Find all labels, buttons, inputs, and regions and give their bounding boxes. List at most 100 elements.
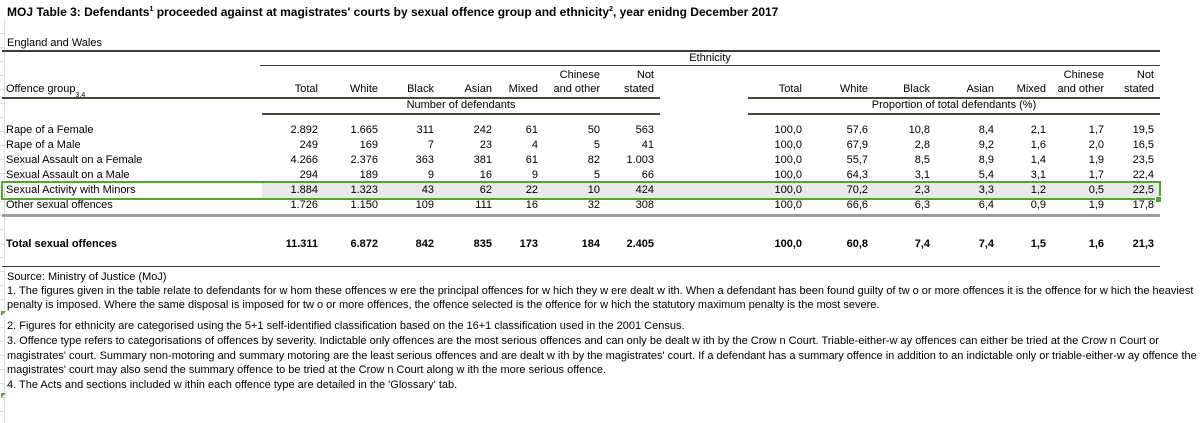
count-cell[interactable]: 1.323 [350,184,378,196]
col-header-white-counts[interactable]: White [349,83,378,95]
count-cell[interactable]: 184 [581,238,600,250]
prop-cell[interactable]: 3,1 [914,169,930,181]
count-cell[interactable]: 22 [525,184,538,196]
offence-label-cell[interactable]: Sexual Assault on a Female [6,154,143,166]
prop-cell[interactable]: 1,4 [1030,154,1046,166]
prop-cell[interactable]: 2,1 [1030,124,1046,136]
prop-cell[interactable]: 66,6 [846,199,868,211]
count-cell[interactable]: 249 [299,139,318,151]
prop-cell[interactable]: 1,5 [1030,238,1046,250]
count-cell[interactable]: 311 [416,124,434,136]
count-cell[interactable]: 1.003 [626,154,654,166]
offence-label-cell[interactable]: Sexual Assault on a Male [6,169,130,181]
col-header-not-stated-counts[interactable]: Not stated [624,69,654,95]
count-cell[interactable]: 32 [587,199,600,211]
count-cell[interactable]: 563 [635,124,654,136]
col-header-black-counts[interactable]: Black [407,83,434,95]
col-header-chinese-other-counts[interactable]: Chinese and other [553,69,600,95]
prop-cell[interactable]: 64,3 [846,169,868,181]
offence-label-cell[interactable]: Other sexual offences [6,199,113,211]
prop-cell[interactable]: 55,7 [846,154,868,166]
prop-cell[interactable]: 21,3 [1132,238,1154,250]
offence-label-cell[interactable]: Sexual Activity with Minors [6,184,136,196]
prop-cell[interactable]: 1,6 [1088,238,1104,250]
prop-cell[interactable]: 1,7 [1088,169,1104,181]
prop-cell[interactable]: 8,9 [978,154,994,166]
prop-cell[interactable]: 60,8 [846,238,868,250]
prop-cell[interactable]: 19,5 [1132,124,1154,136]
prop-cell[interactable]: 3,1 [1030,169,1046,181]
prop-cell[interactable]: 100,0 [774,139,802,151]
count-cell[interactable]: 1.665 [350,124,378,136]
count-cell[interactable]: 294 [299,169,318,181]
cell-selection-border[interactable] [1,181,1161,200]
prop-cell[interactable]: 100,0 [774,238,802,250]
count-cell[interactable]: 111 [475,199,492,211]
offence-label-cell[interactable]: Rape of a Female [6,124,94,136]
prop-cell[interactable]: 22,4 [1132,169,1154,181]
offence-label-cell[interactable]: Rape of a Male [6,139,81,151]
offence-group-header[interactable]: Offence group 3,4 [6,83,86,99]
count-cell[interactable]: 5 [593,169,600,181]
count-cell[interactable]: 4.266 [290,154,318,166]
count-cell[interactable]: 381 [473,154,492,166]
count-cell[interactable]: 173 [519,238,538,250]
prop-cell[interactable]: 1,7 [1088,124,1104,136]
prop-cell[interactable]: 2,3 [914,184,930,196]
count-cell[interactable]: 11.311 [285,238,318,250]
prop-cell[interactable]: 57,6 [846,124,868,136]
count-cell[interactable]: 189 [359,169,378,181]
count-cell[interactable]: 842 [415,238,434,250]
prop-cell[interactable]: 7,4 [914,238,930,250]
count-cell[interactable]: 2.892 [290,124,318,136]
prop-cell[interactable]: 6,4 [978,199,994,211]
count-cell[interactable]: 16 [525,199,538,211]
prop-cell[interactable]: 10,8 [908,124,930,136]
count-cell[interactable]: 242 [473,124,492,136]
prop-cell[interactable]: 100,0 [774,184,802,196]
count-cell[interactable]: 66 [641,169,654,181]
prop-cell[interactable]: 23,5 [1132,154,1154,166]
count-cell[interactable]: 62 [479,184,492,196]
count-cell[interactable]: 7 [427,139,434,151]
prop-cell[interactable]: 22,5 [1132,184,1154,196]
count-cell[interactable]: 61 [525,124,538,136]
prop-cell[interactable]: 2,0 [1088,139,1104,151]
col-header-white-props[interactable]: White [839,83,868,95]
prop-cell[interactable]: 67,9 [846,139,868,151]
prop-cell[interactable]: 16,5 [1132,139,1154,151]
count-cell[interactable]: 1.150 [350,199,378,211]
count-cell[interactable]: 41 [641,139,654,151]
count-cell[interactable]: 5 [593,139,600,151]
selection-fill-handle[interactable] [1155,196,1162,203]
count-cell[interactable]: 109 [415,199,434,211]
prop-cell[interactable]: 2,8 [914,139,930,151]
prop-cell[interactable]: 100,0 [774,199,802,211]
prop-cell[interactable]: 1,6 [1030,139,1046,151]
count-cell[interactable]: 50 [587,124,600,136]
total-label-cell[interactable]: Total sexual offences [6,238,118,250]
count-cell[interactable]: 2.405 [626,238,654,250]
count-cell[interactable]: 424 [635,184,654,196]
count-cell[interactable]: 1.726 [290,199,318,211]
prop-cell[interactable]: 70,2 [846,184,868,196]
prop-cell[interactable]: 100,0 [774,169,802,181]
prop-cell[interactable]: 100,0 [774,154,802,166]
count-cell[interactable]: 16 [479,169,492,181]
count-cell[interactable]: 2.376 [350,154,378,166]
count-cell[interactable]: 9 [427,169,434,181]
count-cell[interactable]: 835 [473,238,492,250]
prop-cell[interactable]: 0,9 [1030,199,1046,211]
count-cell[interactable]: 1.884 [290,184,318,196]
prop-cell[interactable]: 3,3 [978,184,994,196]
count-cell[interactable]: 23 [479,139,492,151]
col-header-total-props[interactable]: Total [778,83,802,95]
count-cell[interactable]: 169 [359,139,378,151]
prop-cell[interactable]: 6,3 [914,199,930,211]
prop-cell[interactable]: 5,4 [978,169,994,181]
count-cell[interactable]: 6.872 [350,238,378,250]
count-cell[interactable]: 308 [635,199,654,211]
col-header-asian-counts[interactable]: Asian [464,83,492,95]
count-cell[interactable]: 61 [525,154,538,166]
prop-cell[interactable]: 1,9 [1088,199,1104,211]
